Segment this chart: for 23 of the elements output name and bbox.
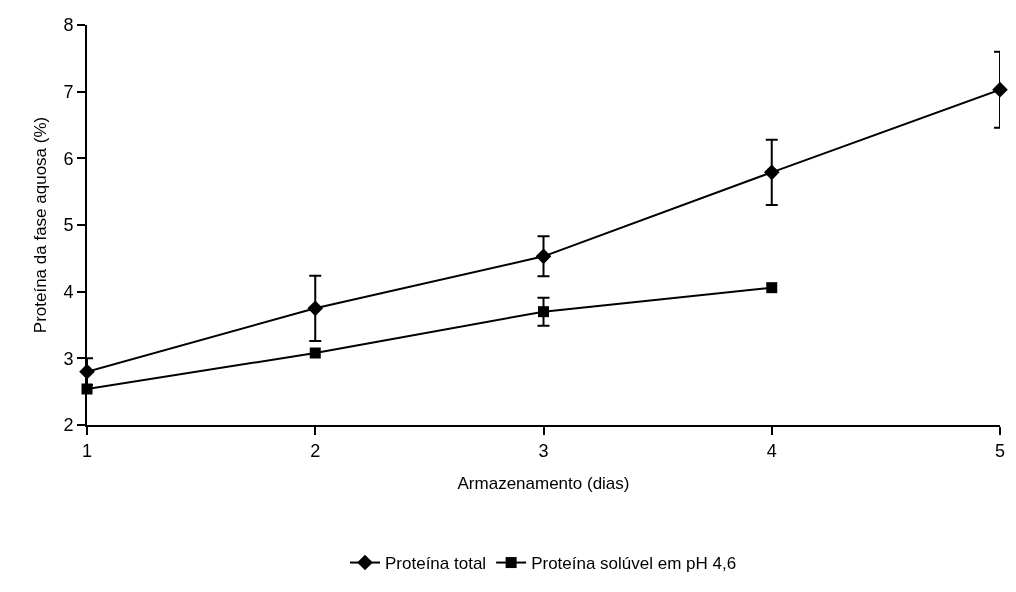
point (992, 81, 1008, 98)
x-tick-label: 4 (766, 440, 777, 461)
x-tick-label: 5 (994, 440, 1006, 461)
point (538, 306, 549, 318)
x-tick-label: 1 (81, 440, 93, 461)
point (766, 282, 778, 294)
x-axis-title: Armazenamento (dias) (457, 474, 630, 494)
y-tick-label: 7 (63, 81, 74, 102)
y-axis-title: Proteína da fase aquosa (%) (31, 116, 51, 334)
legend-label: Proteína total (385, 554, 487, 574)
y-tick-label: 4 (63, 281, 74, 302)
y-tick-label: 3 (63, 348, 74, 369)
point (763, 164, 780, 181)
legend-label: Proteína solúvel em pH 4,6 (531, 554, 737, 574)
y-tick-label: 5 (63, 215, 74, 236)
y-tick-label: 6 (63, 148, 74, 169)
x-tick-label: 3 (538, 440, 549, 461)
y-tick-label: 2 (63, 415, 74, 436)
point (535, 248, 552, 265)
point (309, 347, 321, 359)
point (307, 300, 324, 317)
y-tick-label: 8 (63, 15, 74, 36)
x-tick-label: 2 (310, 440, 321, 461)
